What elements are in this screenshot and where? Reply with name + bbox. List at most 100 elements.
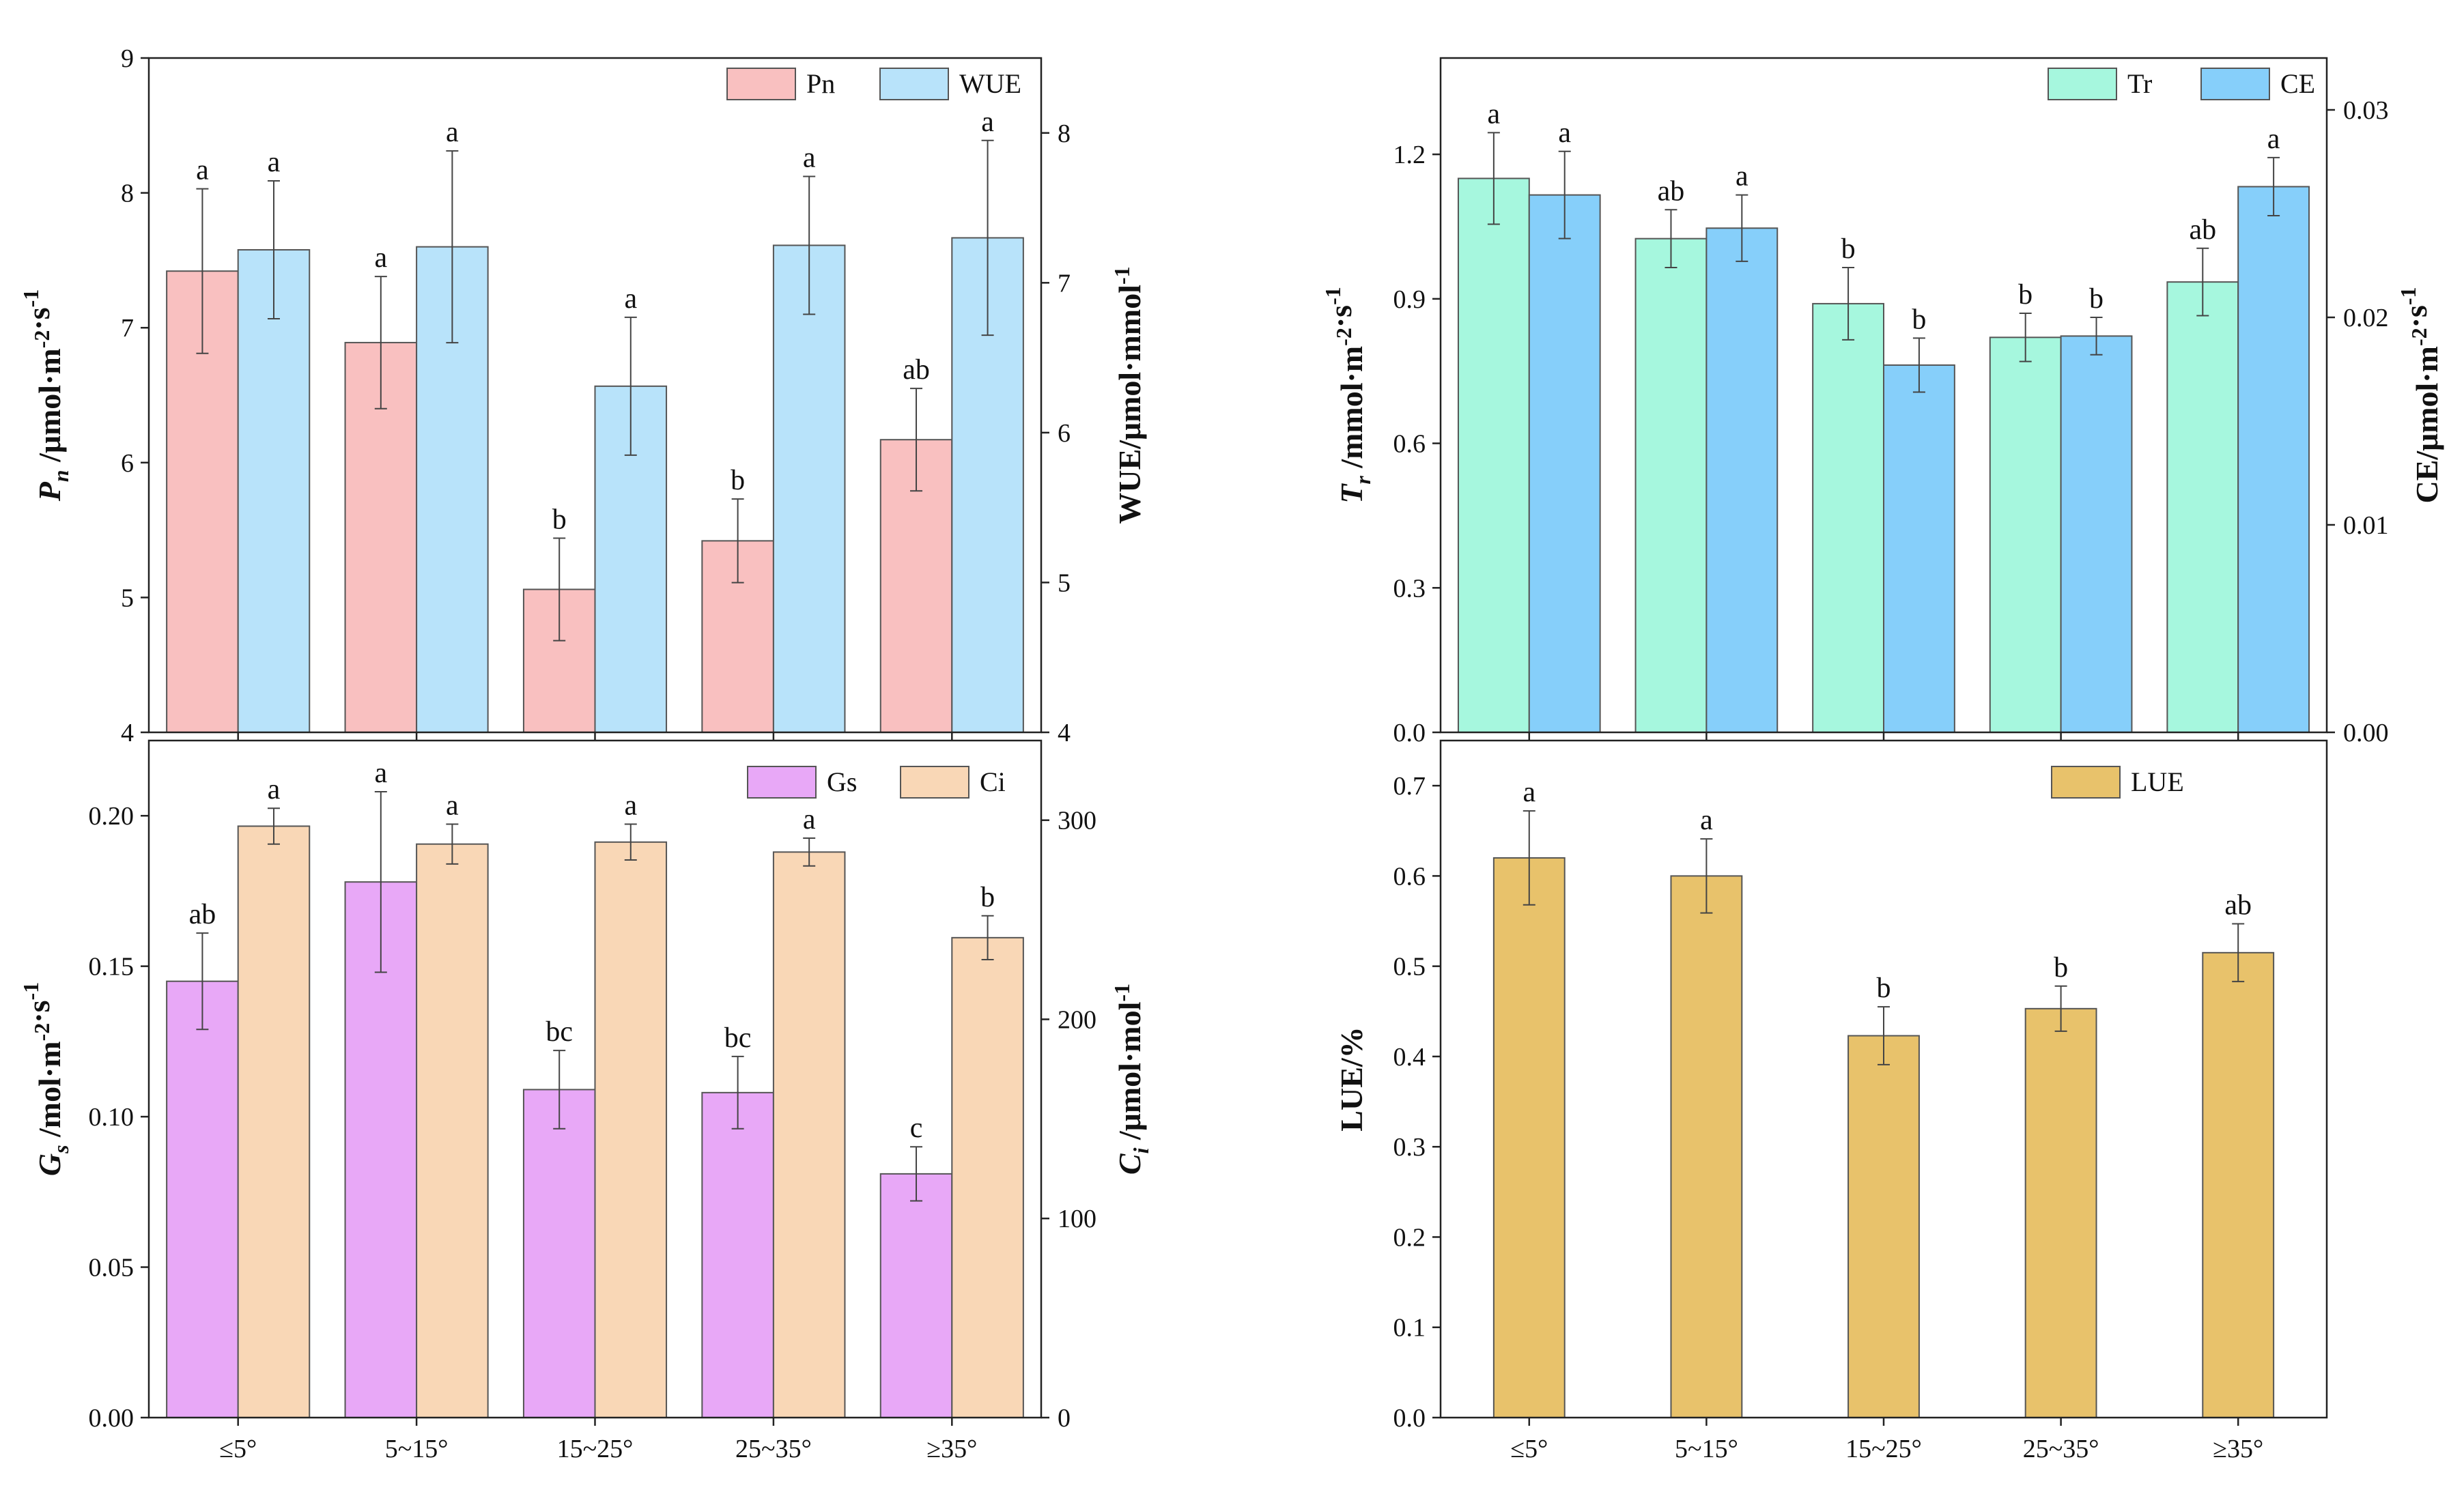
ytick-label-left-3: 7 xyxy=(121,314,134,343)
bar-Tr-2 xyxy=(1812,302,1884,733)
sig-letter-Gs-0: ab xyxy=(189,899,216,930)
sig-letter-Ci-2: a xyxy=(624,790,637,822)
legend-swatch-CE xyxy=(2200,68,2270,100)
sig-letter-WUE-0: a xyxy=(268,147,281,178)
bar-WUE-0 xyxy=(237,249,311,733)
ytick-label-right-0: 0 xyxy=(1058,1404,1071,1433)
sig-letter-Ci-3: a xyxy=(803,804,816,835)
ytick-label-left-0: 4 xyxy=(121,719,134,747)
legend-label-Gs: Gs xyxy=(827,766,857,797)
y-axis-title-right: WUE/μmol·mmol-1 xyxy=(1109,266,1147,523)
sig-letter-Gs-1: a xyxy=(374,758,387,789)
sig-letter-WUE-3: a xyxy=(803,142,816,173)
chart-panel-top-right: aabbbabaabba0.00.30.60.91.20.000.010.020… xyxy=(1320,57,2444,747)
sig-letter-Ci-1: a xyxy=(446,790,459,822)
ytick-label-right-2: 200 xyxy=(1058,1005,1096,1034)
legend-label-Ci: Ci xyxy=(980,766,1006,797)
xtick-label-0: ≤5° xyxy=(1510,1435,1548,1463)
legend-swatch-Ci xyxy=(900,766,969,799)
ytick-label-left-7: 0.7 xyxy=(1393,772,1426,801)
sig-letter-CE-4: a xyxy=(2267,124,2280,155)
ytick-label-left-1: 0.3 xyxy=(1393,574,1426,603)
ytick-label-left-3: 0.15 xyxy=(89,953,134,981)
bar-CE-2 xyxy=(1883,364,1955,733)
legend-label-WUE: WUE xyxy=(959,68,1021,99)
bar-LUE-3 xyxy=(2024,1007,2097,1419)
bar-Gs-0 xyxy=(166,980,239,1418)
sig-letter-Tr-1: ab xyxy=(1658,175,1685,207)
ytick-label-right-2: 6 xyxy=(1058,419,1071,448)
ytick-label-left-1: 0.05 xyxy=(89,1254,134,1282)
legend-label-LUE: LUE xyxy=(2131,766,2184,797)
y-axis-title-left: Pn /μmol·m-2·s-1 xyxy=(18,289,73,502)
xtick-label-0: ≤5° xyxy=(219,1435,257,1463)
ytick-label-right-1: 100 xyxy=(1058,1205,1096,1233)
sig-letter-Pn-3: b xyxy=(731,465,745,496)
sig-letter-Gs-4: c xyxy=(910,1113,923,1144)
sig-letter-CE-0: a xyxy=(1558,117,1571,149)
xtick-label-2: 15~25° xyxy=(557,1435,634,1463)
sig-letter-Ci-4: b xyxy=(980,882,995,913)
xtick-label-3: 25~35° xyxy=(2023,1435,2099,1463)
sig-letter-Gs-2: bc xyxy=(546,1016,573,1048)
ytick-label-left-3: 0.9 xyxy=(1393,285,1426,314)
sig-letter-Pn-1: a xyxy=(374,242,387,274)
ytick-label-left-4: 0.20 xyxy=(89,802,134,831)
ytick-label-right-0: 0.00 xyxy=(2343,719,2389,747)
bar-LUE-1 xyxy=(1670,875,1743,1418)
xtick-label-1: 5~15° xyxy=(385,1435,449,1463)
sig-letter-Pn-0: a xyxy=(196,155,209,186)
bar-WUE-3 xyxy=(772,244,846,733)
bar-Ci-1 xyxy=(416,843,489,1418)
bar-CE-3 xyxy=(2060,335,2133,733)
ytick-label-left-2: 0.6 xyxy=(1393,430,1426,459)
sig-letter-CE-1: a xyxy=(1736,161,1748,192)
sig-letter-WUE-1: a xyxy=(446,117,459,148)
ytick-label-left-0: 0.0 xyxy=(1393,1404,1426,1433)
sig-letter-Tr-0: a xyxy=(1488,98,1501,130)
bar-Gs-3 xyxy=(701,1091,774,1418)
bar-Tr-3 xyxy=(1989,336,2062,734)
ytick-label-left-2: 6 xyxy=(121,449,134,478)
sig-letter-Pn-4: ab xyxy=(903,354,930,386)
legend-swatch-Tr xyxy=(2048,68,2117,100)
sig-letter-Tr-4: ab xyxy=(2189,214,2216,246)
ytick-label-left-4: 0.4 xyxy=(1393,1043,1426,1072)
sig-letter-Tr-3: b xyxy=(2018,279,2033,311)
sig-letter-LUE-1: a xyxy=(1700,805,1713,836)
sig-letter-CE-3: b xyxy=(2089,283,2104,315)
y-axis-title-right: CE/μmol·m-2·s-1 xyxy=(2396,287,2444,503)
bar-CE-0 xyxy=(1528,194,1601,733)
xtick-label-4: ≥35° xyxy=(926,1435,977,1463)
xtick-label-3: 25~35° xyxy=(735,1435,812,1463)
bar-Ci-3 xyxy=(772,851,846,1418)
bar-CE-1 xyxy=(1705,227,1779,733)
ytick-label-right-3: 7 xyxy=(1058,269,1071,298)
sig-letter-LUE-3: b xyxy=(2054,952,2068,984)
sig-letter-CE-2: b xyxy=(1912,304,1926,335)
xtick-label-1: 5~15° xyxy=(1675,1435,1738,1463)
ytick-label-right-0: 4 xyxy=(1058,719,1071,747)
legend-swatch-LUE xyxy=(2051,766,2121,799)
xtick-label-4: ≥35° xyxy=(2213,1435,2263,1463)
sig-letter-LUE-4: ab xyxy=(2224,890,2252,921)
ytick-label-right-1: 0.01 xyxy=(2343,511,2389,540)
ytick-label-right-3: 0.03 xyxy=(2343,96,2389,125)
ytick-label-left-0: 0.0 xyxy=(1393,719,1426,747)
bar-CE-4 xyxy=(2237,186,2310,734)
sig-letter-WUE-2: a xyxy=(624,283,637,315)
ytick-label-left-2: 0.10 xyxy=(89,1103,134,1132)
ytick-label-left-1: 0.1 xyxy=(1393,1314,1426,1343)
bar-Tr-1 xyxy=(1634,238,1708,733)
legend-swatch-WUE xyxy=(879,68,949,100)
ytick-label-left-6: 0.6 xyxy=(1393,862,1426,891)
legend-swatch-Gs xyxy=(747,766,817,799)
bar-Ci-0 xyxy=(237,825,311,1419)
ytick-label-right-3: 300 xyxy=(1058,807,1096,835)
legend-label-CE: CE xyxy=(2280,68,2315,99)
bar-LUE-2 xyxy=(1847,1035,1920,1418)
ytick-label-right-2: 0.02 xyxy=(2343,304,2389,332)
